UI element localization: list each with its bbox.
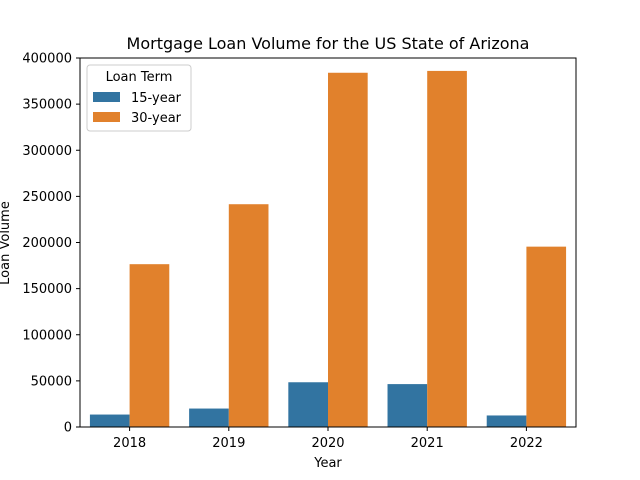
x-tick-label: 2020	[311, 436, 344, 451]
bar-15-year-2021	[387, 384, 428, 427]
x-tick-label: 2021	[411, 436, 444, 451]
y-tick-label: 100000	[22, 328, 72, 343]
legend: Loan Term 15-year 30-year	[86, 64, 192, 132]
bar-15-year-2018	[89, 414, 130, 427]
legend-label-15-year: 15-year	[131, 91, 182, 106]
y-tick-label: 200000	[22, 236, 72, 251]
x-tick-label: 2019	[212, 436, 245, 451]
y-tick-label: 150000	[22, 282, 72, 297]
y-tick-label: 250000	[22, 190, 72, 205]
x-axis-label: Year	[313, 456, 342, 471]
bar-30-year-2018	[129, 264, 170, 427]
x-tick-label: 2018	[113, 436, 146, 451]
axes-layer: 0 50000 100000 150000 200000 250000 300000 3500…	[22, 52, 577, 451]
bar-30-year-2022	[526, 246, 567, 427]
legend-title: Loan Term	[106, 70, 173, 85]
bar-15-year-2022	[486, 415, 527, 427]
bar-30-year-2021	[427, 70, 467, 427]
bar-15-year-2019	[189, 408, 229, 427]
x-tick-label: 2022	[510, 436, 543, 451]
y-tick-label: 300000	[22, 144, 72, 159]
bar-30-year-2019	[228, 204, 269, 427]
chart-title: Mortgage Loan Volume for the US State of…	[127, 34, 530, 53]
y-tick-label: 0	[64, 421, 72, 436]
bars-layer	[89, 70, 567, 427]
legend-swatch-30-year	[93, 112, 120, 122]
bar-30-year-2020	[328, 72, 368, 427]
legend-swatch-15-year	[93, 92, 120, 102]
y-tick-label: 350000	[22, 98, 72, 113]
y-axis-label: Loan Volume	[0, 201, 13, 285]
legend-label-30-year: 30-year	[131, 111, 182, 126]
y-tick-label: 400000	[22, 52, 72, 67]
bar-15-year-2020	[288, 382, 328, 427]
y-tick-label: 50000	[31, 374, 72, 389]
